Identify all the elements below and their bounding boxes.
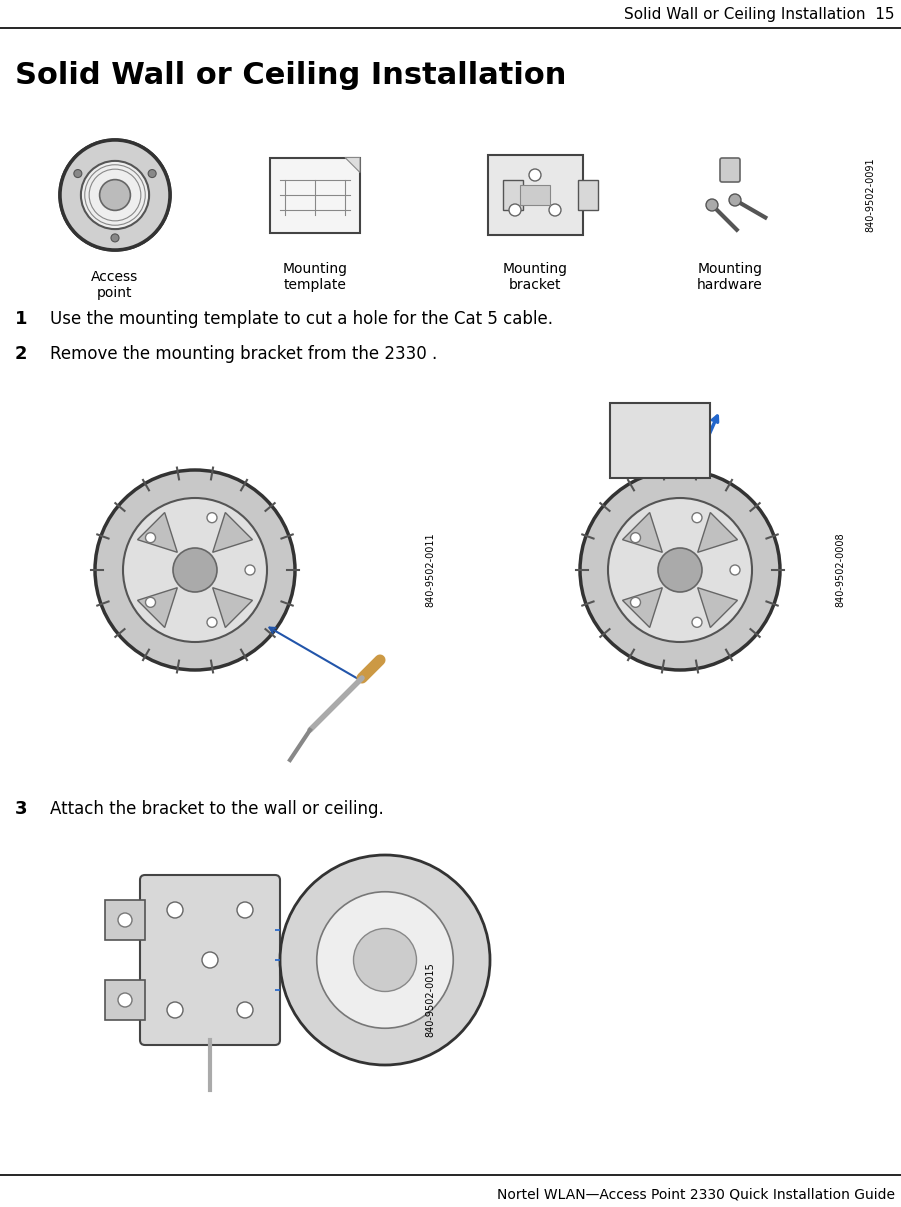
Polygon shape <box>697 513 738 553</box>
FancyBboxPatch shape <box>610 402 710 478</box>
Circle shape <box>353 928 416 991</box>
Polygon shape <box>213 588 252 628</box>
Circle shape <box>207 513 217 523</box>
Circle shape <box>123 498 267 642</box>
Text: Nortel WLAN—Access Point 2330 Quick Installation Guide: Nortel WLAN—Access Point 2330 Quick Inst… <box>497 1188 895 1202</box>
Text: Mounting
template: Mounting template <box>283 262 348 292</box>
Text: Solid Wall or Ceiling Installation: Solid Wall or Ceiling Installation <box>15 60 567 89</box>
Circle shape <box>529 169 541 181</box>
Circle shape <box>60 140 170 250</box>
Circle shape <box>730 565 740 575</box>
Circle shape <box>280 855 490 1065</box>
Circle shape <box>608 498 752 642</box>
FancyBboxPatch shape <box>503 180 523 210</box>
Polygon shape <box>213 513 252 553</box>
Polygon shape <box>697 588 738 628</box>
Text: Mounting
hardware: Mounting hardware <box>697 262 763 292</box>
Circle shape <box>81 161 149 229</box>
Circle shape <box>692 513 702 523</box>
Circle shape <box>167 902 183 919</box>
Text: 840-9502-0011: 840-9502-0011 <box>425 532 435 607</box>
Circle shape <box>173 548 217 591</box>
Circle shape <box>118 912 132 927</box>
Circle shape <box>237 1002 253 1018</box>
Text: 840-9502-0008: 840-9502-0008 <box>835 532 845 607</box>
Text: 3: 3 <box>15 800 28 818</box>
Circle shape <box>549 204 561 216</box>
Circle shape <box>692 617 702 628</box>
Circle shape <box>118 993 132 1007</box>
Circle shape <box>100 180 131 210</box>
Circle shape <box>658 548 702 591</box>
Text: 840-9502-0015: 840-9502-0015 <box>425 963 435 1037</box>
Text: 1: 1 <box>15 310 28 328</box>
Circle shape <box>95 470 295 670</box>
Polygon shape <box>345 157 360 173</box>
FancyBboxPatch shape <box>105 900 145 940</box>
Text: Solid Wall or Ceiling Installation  15: Solid Wall or Ceiling Installation 15 <box>624 6 895 22</box>
Circle shape <box>237 902 253 919</box>
FancyBboxPatch shape <box>487 154 583 235</box>
Circle shape <box>317 892 453 1028</box>
Circle shape <box>580 470 780 670</box>
Text: Access
point: Access point <box>91 270 139 301</box>
Circle shape <box>145 532 156 543</box>
Polygon shape <box>138 588 177 628</box>
Circle shape <box>729 194 741 206</box>
Circle shape <box>207 617 217 628</box>
Circle shape <box>167 1002 183 1018</box>
Polygon shape <box>623 513 662 553</box>
Circle shape <box>111 234 119 241</box>
FancyBboxPatch shape <box>520 185 550 205</box>
Circle shape <box>145 597 156 607</box>
Text: 2: 2 <box>15 345 28 363</box>
Circle shape <box>631 532 641 543</box>
Text: Remove the mounting bracket from the 2330 .: Remove the mounting bracket from the 233… <box>50 345 437 363</box>
FancyBboxPatch shape <box>140 875 280 1045</box>
Text: Mounting
bracket: Mounting bracket <box>503 262 568 292</box>
Circle shape <box>74 169 82 177</box>
Text: Use the mounting template to cut a hole for the Cat 5 cable.: Use the mounting template to cut a hole … <box>50 310 553 328</box>
FancyBboxPatch shape <box>270 157 360 233</box>
Circle shape <box>631 597 641 607</box>
Circle shape <box>706 199 718 211</box>
Circle shape <box>245 565 255 575</box>
Polygon shape <box>623 588 662 628</box>
Text: 840-9502-0091: 840-9502-0091 <box>865 158 875 232</box>
Polygon shape <box>138 513 177 553</box>
FancyBboxPatch shape <box>105 980 145 1020</box>
FancyBboxPatch shape <box>720 158 740 182</box>
Circle shape <box>202 952 218 968</box>
Text: Attach the bracket to the wall or ceiling.: Attach the bracket to the wall or ceilin… <box>50 800 384 818</box>
Circle shape <box>509 204 521 216</box>
Circle shape <box>148 169 156 177</box>
FancyBboxPatch shape <box>578 180 597 210</box>
